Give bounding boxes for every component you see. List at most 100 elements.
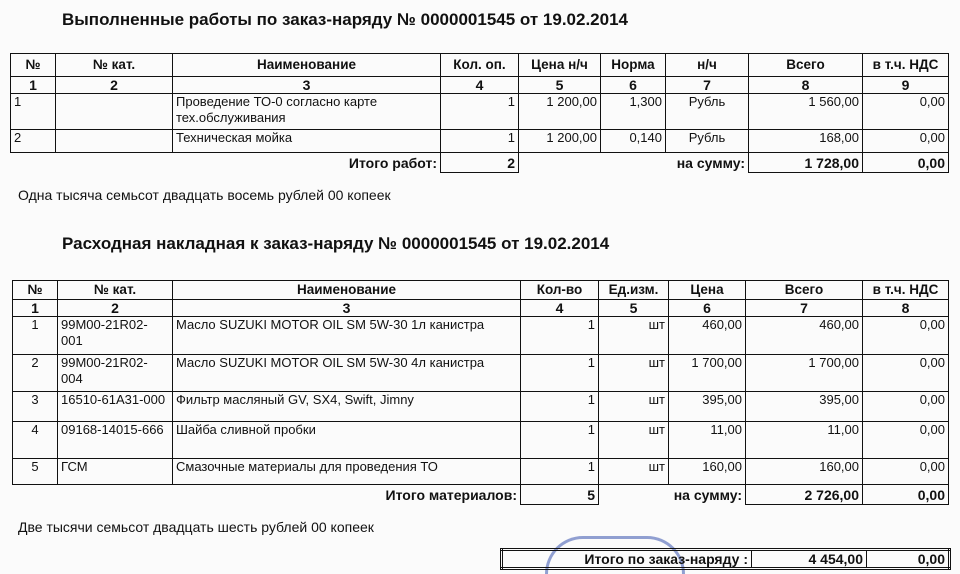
table-cell: 1 560,00 [748,93,863,130]
column-number: 4 [520,299,599,317]
column-number: 6 [668,299,746,317]
table-cell: 1 [440,93,519,130]
column-header: Ед.изм. [598,280,669,300]
table-cell: 460,00 [745,316,863,355]
column-number: 2 [55,76,173,94]
works-total-label: Итого работ: [348,154,437,171]
table-cell: шт [598,421,669,459]
table-cell: ГСМ [57,458,173,485]
table-row: 2 Техническая мойка 1 1 200,00 0,140 Рубль 168… [10,129,949,153]
table-cell: 0,00 [862,93,949,130]
table-cell [55,93,173,130]
works-total-count: 2 [440,152,519,173]
column-header: в т.ч. НДС [862,280,949,300]
table-cell: 11,00 [745,421,863,459]
materials-sum-label: на сумму: [673,486,742,503]
table-cell: 11,00 [668,421,746,459]
grand-total-sum: 4 454,00 [751,549,867,569]
table-cell: 1,300 [600,93,666,130]
table-cell: 2 [12,354,58,392]
column-number: 2 [57,299,173,317]
column-number: 7 [665,76,749,94]
table-cell: 460,00 [668,316,746,355]
column-number: 1 [12,299,58,317]
table-cell: 3 [12,391,58,422]
table-cell: 0,00 [862,391,949,422]
table-cell: шт [598,316,669,355]
materials-table: № № кат. Наименование Кол-во Ед.изм. Цена Всег… [12,280,949,505]
table-cell: 0,00 [862,129,949,153]
grand-total-vat: 0,00 [866,549,950,569]
materials-sum-total: 2 726,00 [745,484,863,505]
table-cell: Шайба сливной пробки [172,421,521,459]
works-sum-vat: 0,00 [862,152,949,173]
table-cell: 1 700,00 [668,354,746,392]
table-cell: 1 [520,421,599,459]
table-cell: 99M00-21R02-004 [57,354,173,392]
column-number: 5 [598,299,669,317]
table-cell: Смазочные материалы для проведения ТО [172,458,521,485]
works-title: Выполненные работы по заказ-наряду № 000… [62,10,628,29]
column-number: 6 [600,76,666,94]
column-header: Наименование [172,53,441,77]
table-cell: 0,00 [862,316,949,355]
table-cell: 395,00 [668,391,746,422]
column-number: 8 [748,76,863,94]
table-cell: шт [598,391,669,422]
works-in-words: Одна тысяча семьсот двадцать восемь рубл… [18,187,391,203]
table-cell: Рубль [665,93,749,130]
table-cell: 0,00 [862,421,949,459]
materials-in-words: Две тысячи семьсот двадцать шесть рублей… [18,519,374,535]
table-cell: 395,00 [745,391,863,422]
table-row: 1 Проведение ТО-0 согласно карте тех.обсл… [10,93,949,130]
table-cell: Техническая мойка [172,129,441,153]
column-header: Наименование [172,280,521,300]
table-cell: Проведение ТО-0 согласно карте тех.обслу… [172,93,441,130]
table-cell: 160,00 [745,458,863,485]
table-cell: шт [598,354,669,392]
table-cell: шт [598,458,669,485]
materials-total-label: Итого материалов: [385,486,517,503]
works-sum-label: на сумму: [676,154,745,171]
column-header: Цена [668,280,746,300]
table-cell: Масло SUZUKI MOTOR OIL SM 5W-30 4л канис… [172,354,521,392]
table-cell: 1 [520,316,599,355]
table-row: 5 ГСМ Смазочные материалы для проведения Т… [12,458,949,485]
column-header: Кол. оп. [440,53,519,77]
column-header: Всего [745,280,863,300]
table-cell: 1 200,00 [518,93,601,130]
table-cell: 0,140 [600,129,666,153]
column-header: № кат. [55,53,173,77]
table-cell: 1 700,00 [745,354,863,392]
table-cell: 1 [520,391,599,422]
table-cell: 0,00 [862,458,949,485]
materials-sum-vat: 0,00 [862,484,949,505]
column-header: Цена н/ч [518,53,601,77]
column-header: № [12,280,58,300]
grand-total-table: Итого по заказ-наряду : 4 454,00 0,00 [500,548,951,570]
materials-total-count: 5 [520,484,599,505]
column-number: 3 [172,299,521,317]
table-row: 3 16510-61A31-000 Фильтр масляный GV, SX4,… [12,391,949,422]
column-header: Норма [600,53,666,77]
column-number: 8 [862,299,949,317]
table-cell: 09168-14015-666 [57,421,173,459]
column-number: 9 [862,76,949,94]
table-cell: 0,00 [862,354,949,392]
table-cell: 99M00-21R02-001 [57,316,173,355]
table-cell: 5 [12,458,58,485]
column-header: № кат. [57,280,173,300]
table-cell: Рубль [665,129,749,153]
works-sum-total: 1 728,00 [748,152,863,173]
table-row: 4 09168-14015-666 Шайба сливной пробки 1 шт 1… [12,421,949,459]
column-number: 5 [518,76,601,94]
column-header: в т.ч. НДС [862,53,949,77]
materials-title: Расходная накладная к заказ-наряду № 000… [62,234,610,253]
table-cell: 1 [440,129,519,153]
column-number: 1 [10,76,56,94]
table-cell: Фильтр масляный GV, SX4, Swift, Jimny [172,391,521,422]
table-cell: Масло SUZUKI MOTOR OIL SM 5W-30 1л канис… [172,316,521,355]
column-number: 7 [745,299,863,317]
table-cell: 16510-61A31-000 [57,391,173,422]
